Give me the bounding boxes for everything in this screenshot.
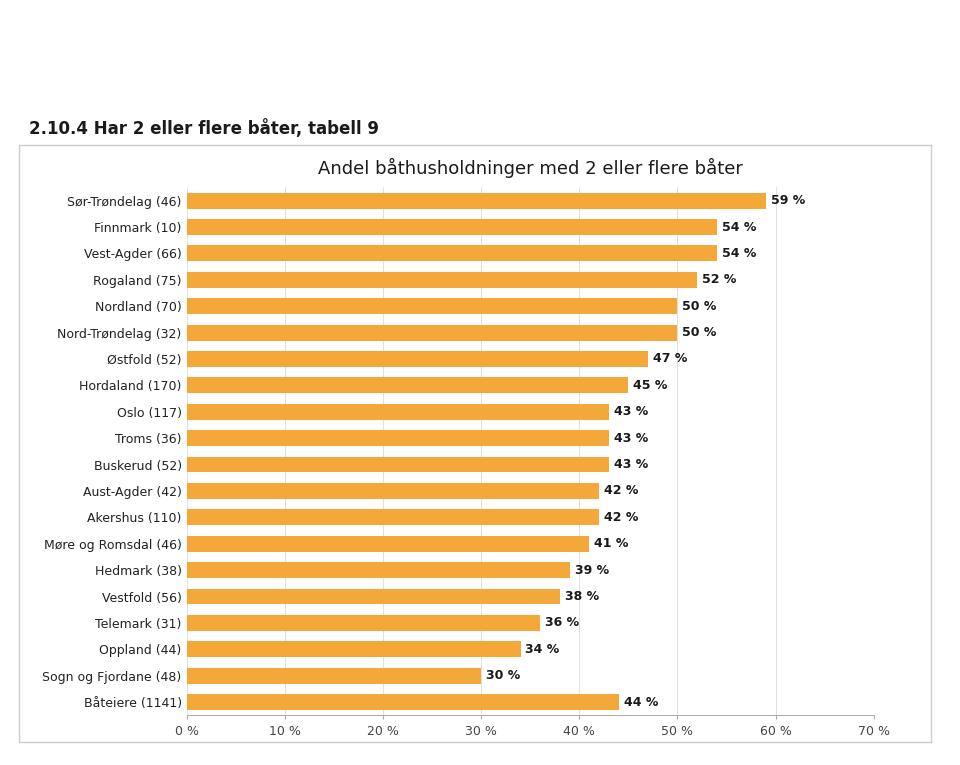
Bar [187, 641, 520, 657]
Bar [187, 483, 599, 499]
Text: 36 %: 36 % [545, 617, 579, 630]
Bar [187, 668, 481, 684]
Bar [187, 219, 717, 235]
Text: 17: 17 [889, 16, 921, 36]
Bar [187, 193, 766, 209]
Bar [187, 615, 540, 631]
Bar [187, 404, 609, 420]
Bar [187, 536, 589, 552]
Text: 47 %: 47 % [653, 353, 687, 366]
Bar [187, 509, 599, 526]
Text: 50 %: 50 % [683, 300, 717, 313]
Bar [187, 324, 678, 340]
Text: 42 %: 42 % [604, 511, 638, 524]
Text: 45 %: 45 % [634, 379, 668, 392]
Bar [187, 351, 648, 367]
Bar [187, 272, 697, 288]
Text: 44 %: 44 % [624, 695, 658, 708]
Bar [187, 377, 629, 393]
Text: 34 %: 34 % [525, 643, 560, 656]
Text: 43 %: 43 % [613, 458, 648, 471]
Text: 30 %: 30 % [487, 669, 520, 682]
Text: 54 %: 54 % [722, 247, 756, 260]
Text: 43 %: 43 % [613, 405, 648, 418]
Bar [187, 562, 569, 578]
Bar [187, 457, 609, 473]
Bar [187, 298, 678, 314]
Text: BÅTLIVSUNDERSØKELSEN 2012: BÅTLIVSUNDERSØKELSEN 2012 [574, 19, 821, 33]
Text: 42 %: 42 % [604, 484, 638, 497]
Text: 2.10.4 Har 2 eller flere båter, tabell 9: 2.10.4 Har 2 eller flere båter, tabell 9 [29, 119, 379, 138]
Text: 52 %: 52 % [702, 273, 736, 286]
Bar [187, 694, 618, 710]
Title: Andel båthusholdninger med 2 eller flere båter: Andel båthusholdninger med 2 eller flere… [318, 158, 743, 177]
Bar [187, 430, 609, 446]
Text: 41 %: 41 % [594, 537, 629, 550]
Bar [187, 246, 717, 262]
Text: 43 %: 43 % [613, 431, 648, 444]
Text: 54 %: 54 % [722, 220, 756, 233]
Bar [187, 588, 560, 604]
Text: 38 %: 38 % [564, 590, 599, 603]
Text: 50 %: 50 % [683, 326, 717, 339]
Text: 59 %: 59 % [771, 194, 804, 207]
Text: 39 %: 39 % [574, 564, 609, 577]
